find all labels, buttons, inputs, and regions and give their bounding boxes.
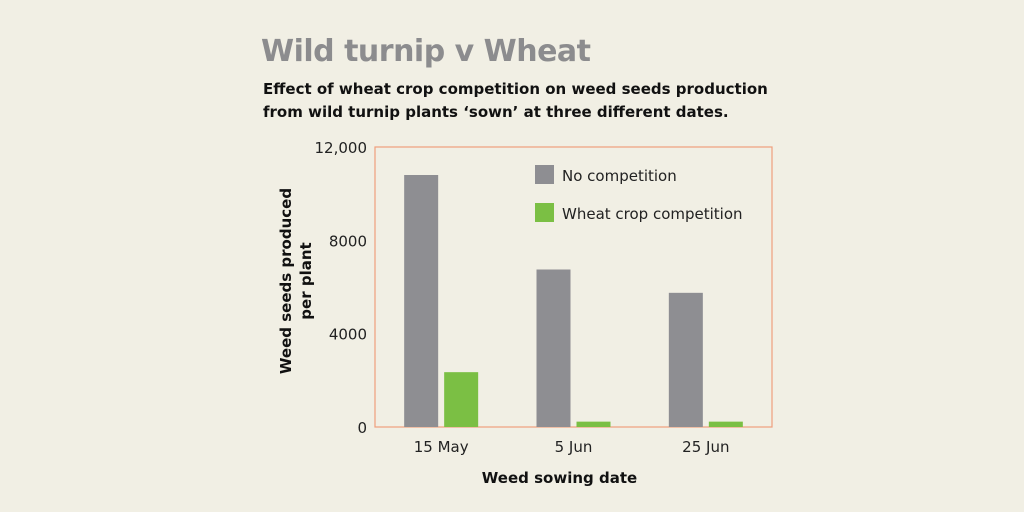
- bar-wheat-competition: [708, 421, 743, 427]
- chart-title: Wild turnip v Wheat: [261, 34, 591, 69]
- bar-wheat-competition: [444, 372, 479, 427]
- x-tick-label: 15 May: [414, 438, 469, 456]
- legend-swatch-no-competition: [535, 165, 554, 184]
- y-tick-label: 8000: [329, 232, 367, 250]
- legend-swatch-wheat-competition: [535, 203, 554, 222]
- plot-area-border: [374, 146, 773, 428]
- x-axis-label: Weed sowing date: [482, 469, 637, 487]
- chart-subtitle: Effect of wheat crop competition on weed…: [263, 80, 768, 121]
- bar-wheat-competition: [576, 421, 611, 427]
- x-tick-label: 5 Jun: [555, 438, 593, 456]
- legend-label: Wheat crop competition: [562, 205, 743, 223]
- y-axis-label: Weed seeds produced: [277, 188, 295, 374]
- y-tick-label: 0: [357, 419, 367, 437]
- y-axis-label: per plant: [297, 242, 315, 319]
- legend-label: No competition: [562, 167, 677, 185]
- x-tick-label: 25 Jun: [682, 438, 729, 456]
- bar-no-competition: [536, 269, 571, 427]
- y-tick-label: 4000: [329, 326, 367, 344]
- bar-no-competition: [404, 175, 439, 427]
- bar-no-competition: [668, 292, 703, 427]
- y-tick-label: 12,000: [315, 139, 368, 157]
